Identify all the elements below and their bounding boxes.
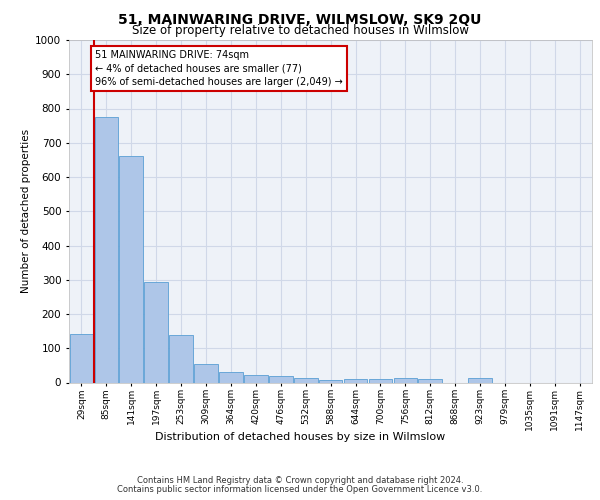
Bar xyxy=(119,156,143,382)
Text: 51 MAINWARING DRIVE: 74sqm
← 4% of detached houses are smaller (77)
96% of semi-: 51 MAINWARING DRIVE: 74sqm ← 4% of detac… xyxy=(95,50,343,86)
Bar xyxy=(368,378,392,382)
Bar xyxy=(219,372,243,382)
Bar xyxy=(294,378,317,382)
Text: Size of property relative to detached houses in Wilmslow: Size of property relative to detached ho… xyxy=(131,24,469,37)
Bar xyxy=(194,364,218,382)
Text: Contains public sector information licensed under the Open Government Licence v3: Contains public sector information licen… xyxy=(118,485,482,494)
Bar xyxy=(70,334,93,382)
Bar xyxy=(344,378,367,382)
Text: Contains HM Land Registry data © Crown copyright and database right 2024.: Contains HM Land Registry data © Crown c… xyxy=(137,476,463,485)
Bar xyxy=(269,376,293,382)
Bar xyxy=(418,380,442,382)
Bar xyxy=(145,282,168,382)
Bar xyxy=(95,117,118,382)
Bar xyxy=(244,376,268,382)
Bar xyxy=(319,380,343,382)
Text: Distribution of detached houses by size in Wilmslow: Distribution of detached houses by size … xyxy=(155,432,445,442)
Y-axis label: Number of detached properties: Number of detached properties xyxy=(21,129,31,294)
Text: 51, MAINWARING DRIVE, WILMSLOW, SK9 2QU: 51, MAINWARING DRIVE, WILMSLOW, SK9 2QU xyxy=(118,12,482,26)
Bar xyxy=(169,335,193,382)
Bar xyxy=(394,378,417,382)
Bar xyxy=(468,378,492,382)
